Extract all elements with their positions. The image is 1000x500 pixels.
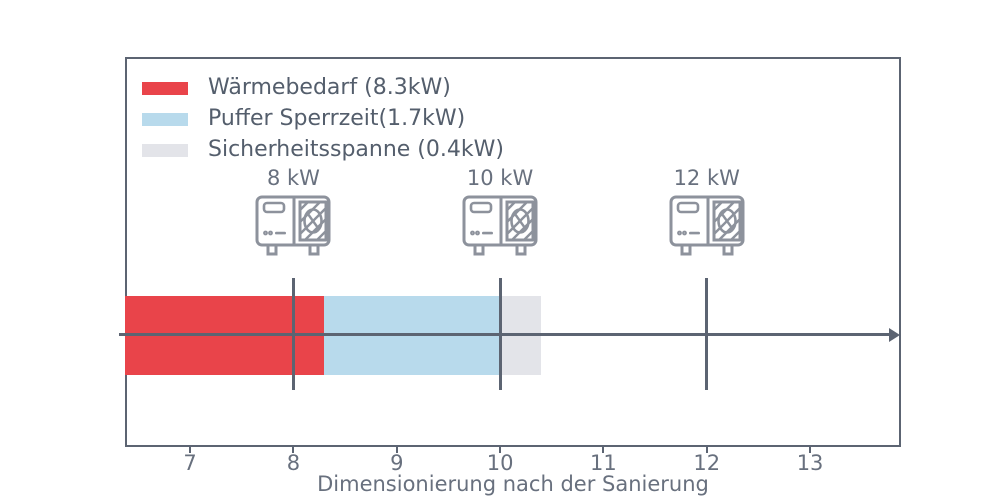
x-tick-label: 10	[486, 451, 514, 475]
legend-entry: Puffer Sperrzeit(1.7kW)	[142, 104, 504, 134]
plot-area-border	[125, 57, 901, 447]
legend-swatch	[142, 81, 188, 95]
x-tick-mark	[499, 447, 502, 453]
legend-entry-label: Sicherheitsspanne (0.4kW)	[208, 137, 504, 162]
axis-arrow-line	[119, 333, 890, 336]
x-tick-label: 7	[183, 451, 197, 475]
x-tick-mark	[602, 447, 605, 453]
x-tick-label: 13	[796, 451, 824, 475]
legend: Wärmebedarf (8.3kW) Puffer Sperrzeit(1.7k…	[142, 73, 504, 165]
legend-entry-label: Puffer Sperrzeit(1.7kW)	[208, 106, 466, 131]
heat-pump-size-label: 12 kW	[673, 166, 740, 190]
legend-swatch	[142, 112, 188, 126]
heat-pump-icon	[669, 195, 745, 256]
heat-pump-icon	[462, 195, 538, 256]
x-tick-mark	[809, 447, 812, 453]
legend-swatch	[142, 143, 188, 157]
x-tick-mark	[395, 447, 398, 453]
heat-pump-icon	[255, 195, 331, 256]
x-tick-label: 11	[590, 451, 617, 475]
legend-entry-label: Wärmebedarf (8.3kW)	[208, 75, 451, 100]
x-tick-label: 8	[286, 451, 301, 475]
heat-pump-size-label: 10 kW	[466, 166, 534, 190]
axis-arrow-head	[889, 327, 900, 342]
legend-entry: Wärmebedarf (8.3kW)	[142, 73, 504, 103]
legend-entry: Sicherheitsspanne (0.4kW)	[142, 135, 504, 165]
x-axis-label: Dimensionierung nach der Sanierung	[317, 472, 709, 496]
x-tick-label: 12	[693, 451, 721, 475]
heat-pump-size-label: 8 kW	[266, 166, 320, 190]
x-tick-mark	[705, 447, 708, 453]
x-tick-mark	[189, 447, 192, 453]
x-tick-label: 9	[390, 451, 404, 475]
x-tick-mark	[292, 447, 295, 453]
